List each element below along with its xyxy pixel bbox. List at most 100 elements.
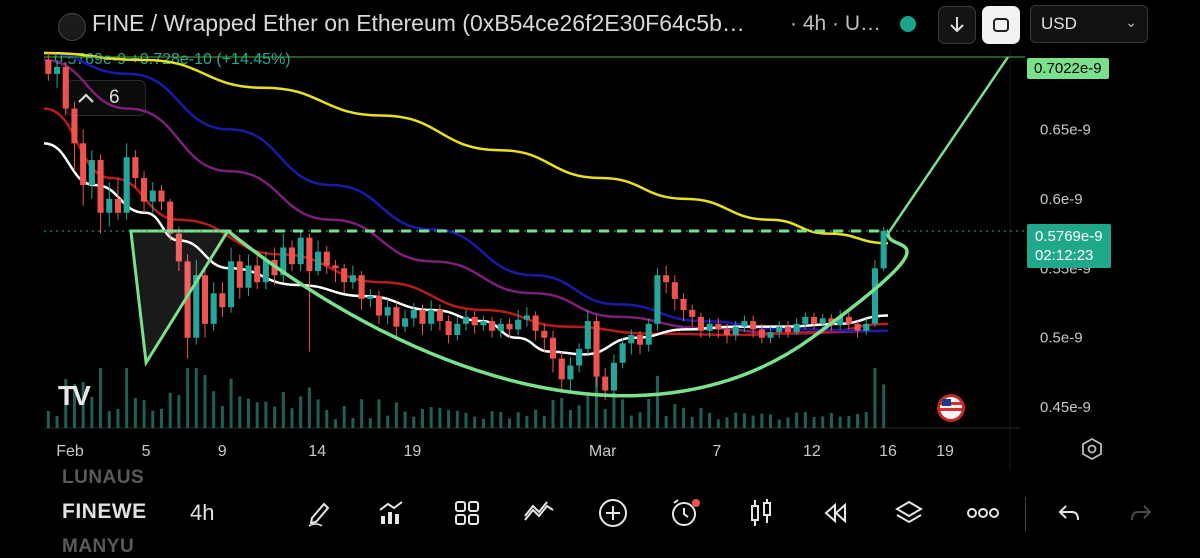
candle	[802, 316, 809, 324]
layout-button[interactable]	[448, 495, 486, 531]
candle	[706, 323, 713, 331]
volume-bar	[447, 410, 451, 428]
compare-button[interactable]	[520, 495, 558, 531]
volume-bar	[342, 406, 346, 428]
candle	[175, 233, 182, 262]
volume-bar	[560, 398, 564, 428]
y-tick-label: 0.5e-9	[1040, 330, 1083, 347]
candle	[306, 237, 313, 272]
market-status-icon[interactable]	[900, 16, 916, 32]
volume-bar	[742, 413, 746, 428]
candle	[219, 293, 226, 308]
y-tick-label: 0.45e-9	[1040, 399, 1091, 416]
candle	[97, 159, 104, 213]
candle	[767, 332, 774, 338]
candle	[393, 307, 400, 327]
volume-bar	[455, 410, 459, 428]
fullscreen-button[interactable]	[982, 6, 1020, 44]
candle	[732, 326, 739, 335]
chart-settings-icon[interactable]	[1080, 437, 1104, 461]
x-tick-label: Feb	[56, 443, 84, 460]
volume-bar	[203, 375, 207, 428]
interval-suffix[interactable]: · 4h · U…	[790, 12, 882, 35]
volume-bar	[751, 415, 755, 428]
interval-label[interactable]: 4h	[190, 500, 215, 525]
candle	[106, 198, 113, 213]
symbol-prev[interactable]: LUNAUS	[62, 467, 145, 488]
volume-bar	[429, 407, 433, 428]
volume-bar	[682, 407, 686, 428]
x-tick-label: 9	[218, 443, 227, 460]
arrow-down-button[interactable]	[938, 6, 976, 44]
candle	[776, 326, 783, 333]
breakout-line	[886, 56, 1010, 235]
volume-bar	[394, 402, 398, 428]
symbol-current[interactable]: FINEWE	[62, 500, 147, 523]
candle	[837, 316, 844, 326]
volume-bar	[464, 413, 468, 428]
undo-button[interactable]	[1050, 495, 1088, 531]
y-axis: 0.65e-90.6e-90.55e-90.5e-90.45e-9	[1040, 121, 1091, 416]
volume-bar	[351, 418, 355, 428]
candle	[549, 337, 557, 359]
candle	[132, 157, 139, 179]
tradingview-logo: TV	[58, 380, 91, 411]
indicators-button[interactable]	[372, 495, 410, 531]
alerts-button[interactable]	[666, 495, 704, 531]
volume-bar	[168, 392, 172, 428]
replay-button[interactable]	[816, 495, 854, 531]
us-flag-icon[interactable]	[934, 393, 968, 423]
add-button[interactable]	[594, 495, 632, 531]
ma-line-red	[43, 107, 889, 337]
more-button[interactable]	[964, 495, 1002, 531]
volume-bar	[299, 396, 303, 428]
volume-bar	[525, 415, 529, 428]
token-logo-icon[interactable]	[58, 13, 86, 41]
volume-bar	[412, 416, 416, 428]
candle	[723, 329, 731, 335]
candle	[558, 358, 565, 380]
candle	[567, 365, 574, 380]
volume-bar	[133, 398, 137, 428]
candle	[123, 157, 130, 213]
currency-select[interactable]: USD ⌄	[1030, 5, 1148, 43]
volume-bar	[307, 387, 311, 428]
object-tree-button[interactable]	[890, 495, 928, 531]
candle	[288, 247, 296, 265]
volume-bar	[255, 402, 259, 428]
volume-bar	[821, 416, 825, 428]
volume-bar	[151, 410, 155, 428]
candle	[315, 251, 322, 272]
volume-bar	[508, 418, 512, 428]
candle	[715, 323, 722, 330]
candle	[506, 323, 513, 330]
symbol-next[interactable]: MANYU	[62, 536, 135, 557]
volume-bar	[542, 416, 546, 428]
toolbar-divider	[1025, 497, 1026, 531]
candle	[445, 321, 452, 335]
symbol-title[interactable]: FINE / Wrapped Ether on Ethereum (0xB54c…	[92, 10, 745, 36]
x-tick-label: 7	[712, 443, 721, 460]
price-chart[interactable]: 0.65e-90.6e-90.55e-90.5e-90.45e-9 Feb 5 9 1…	[0, 0, 1200, 470]
candle	[871, 268, 878, 324]
chart-type-button[interactable]	[742, 495, 780, 531]
volume-bar	[882, 384, 886, 428]
drawing-tools-button[interactable]	[300, 495, 338, 531]
redo-button[interactable]	[1122, 495, 1160, 531]
volume-bar	[125, 368, 129, 428]
candle	[793, 323, 800, 333]
redo-icon	[1131, 505, 1152, 521]
candle	[280, 247, 287, 276]
candle	[323, 251, 330, 266]
volume-bar	[673, 404, 677, 428]
volume-bar	[64, 379, 68, 428]
more-dots-icon	[967, 508, 999, 518]
candle	[497, 323, 504, 331]
candle	[454, 323, 461, 335]
volume-bar	[229, 378, 233, 428]
volume-bar	[46, 411, 50, 428]
volume-bar	[595, 369, 599, 428]
candle	[784, 326, 791, 333]
bar-countdown: 02:12:23	[1035, 247, 1094, 264]
